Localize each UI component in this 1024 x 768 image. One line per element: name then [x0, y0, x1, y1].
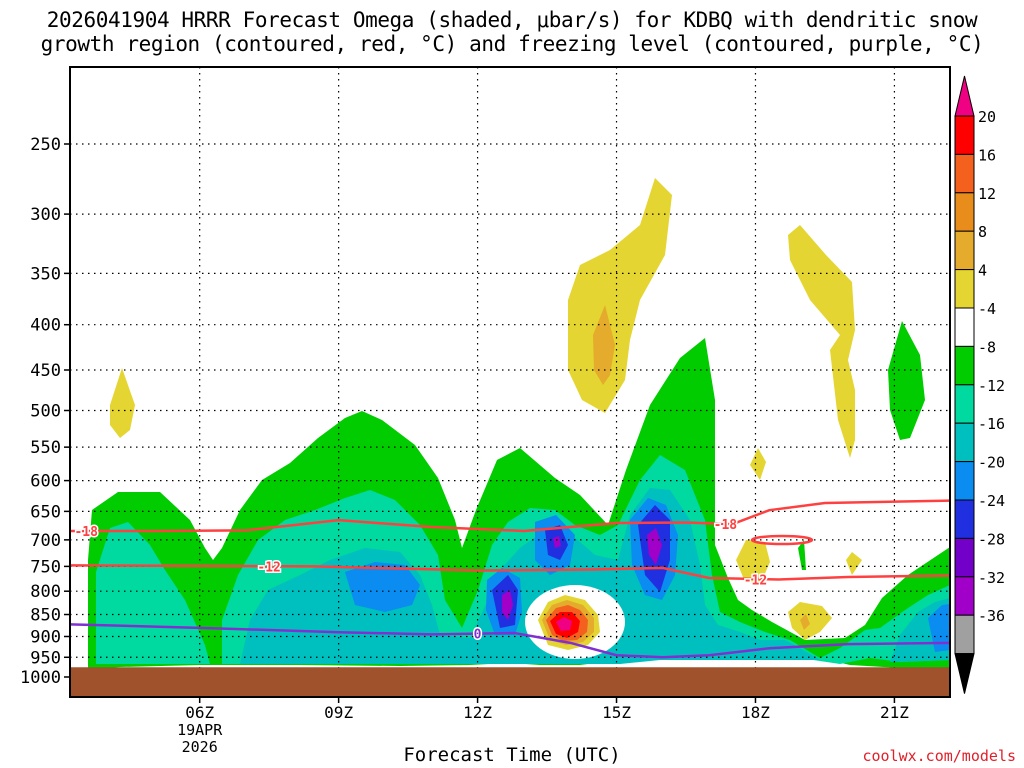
plot-frame	[69, 66, 951, 698]
x-tick-label-18Z: 18Z	[741, 703, 770, 722]
omega-field-blue-e	[928, 604, 950, 652]
colorbar-bottom-arrow	[954, 653, 975, 694]
y-tick-label-400: 400	[30, 316, 61, 336]
colorbar-swatch-6	[954, 345, 975, 386]
omega-field-purple-a	[502, 590, 513, 620]
colorbar-swatch-8	[954, 422, 975, 463]
credit-text: coolwx.com/models	[862, 747, 1016, 765]
temperature-contour--12	[69, 564, 951, 581]
omega-field-blue-a	[345, 562, 420, 612]
y-tick-label-500: 500	[30, 402, 61, 422]
colorbar-label--28: -28	[978, 530, 1005, 548]
colorbar: 20 16 12 8 4 -4 -8 -12 -16 -20 -24 -28 -32 -36	[954, 75, 1005, 694]
colorbar-top-arrow	[954, 75, 975, 117]
colorbar-swatch-11	[954, 537, 975, 578]
colorbar-label--8: -8	[978, 338, 996, 356]
omega-field-purple-b	[647, 528, 662, 565]
omega-field-green-east	[888, 321, 925, 440]
omega-field-yellow-small-c	[788, 602, 832, 640]
x-tick-label-21Z: 21Z	[880, 703, 909, 722]
colorbar-label-20: 20	[978, 108, 996, 126]
colorbar-swatch-5	[954, 307, 975, 347]
colorbar-swatch-7	[954, 384, 975, 424]
y-tick-label-800: 800	[30, 582, 61, 602]
colorbar-swatch-2	[954, 192, 975, 232]
omega-field-gold-small-c	[800, 614, 810, 630]
y-tick-label-550: 550	[30, 438, 61, 458]
x-tick-date: 19APR	[177, 721, 223, 739]
colorbar-swatch-10	[954, 499, 975, 539]
colorbar-label-16: 16	[978, 146, 996, 164]
contours: -18 -18 -12 -12 0	[69, 499, 951, 659]
temperature-contour-label--18: -18	[74, 525, 98, 540]
colorbar-swatch-12	[954, 576, 975, 616]
colorbar-label--12: -12	[978, 377, 1005, 395]
temperature-contour--18	[70, 499, 951, 533]
omega-field-yellow-small-d	[846, 552, 862, 575]
gridlines	[70, 67, 950, 697]
y-tick-label-450: 450	[30, 361, 61, 381]
y-tick-label-250: 250	[30, 135, 61, 155]
colorbar-swatch-3	[954, 230, 975, 271]
colorbar-label--4: -4	[978, 300, 996, 318]
colorbar-label-12: 12	[978, 185, 996, 203]
omega-field-yellow-east	[788, 225, 855, 458]
y-tick-label-600: 600	[30, 472, 61, 492]
y-tick-label-950: 950	[30, 648, 61, 668]
temperature-contour-label--12: -12	[257, 560, 280, 575]
x-tick-label-09Z: 09Z	[324, 703, 353, 722]
colorbar-label--24: -24	[978, 492, 1005, 510]
colorbar-label-8: 8	[978, 223, 987, 241]
temperature-contour-label--12: -12	[744, 573, 767, 588]
y-tick-label-1000: 1000	[20, 668, 61, 688]
y-tick-label-850: 850	[30, 606, 61, 626]
ground-surface	[70, 667, 950, 697]
omega-field-yellow-small-a	[750, 448, 766, 480]
freezing-level-label: 0	[474, 627, 482, 642]
y-tick-label-350: 350	[30, 264, 61, 284]
colorbar-label-4: 4	[978, 262, 987, 280]
y-axis: 2503003504004505005506006507007508008509…	[20, 135, 70, 688]
chart-title-line-2: growth region (contoured, red, °C) and f…	[40, 32, 984, 56]
chart-title-line-1: 2026041904 HRRR Forecast Omega (shaded, …	[46, 8, 978, 32]
y-tick-label-900: 900	[30, 627, 61, 647]
x-tick-label-06Z: 06Z	[185, 703, 214, 722]
temperature-contour-label--18: -18	[714, 518, 738, 533]
x-tick-label-15Z: 15Z	[602, 703, 631, 722]
omega-field-purple-c	[553, 536, 561, 548]
x-tick-label-12Z: 12Z	[463, 703, 492, 722]
y-tick-label-700: 700	[30, 531, 61, 551]
colorbar-swatch-13	[954, 614, 975, 655]
omega-field-yellow-west	[110, 368, 135, 438]
x-axis-title: Forecast Time (UTC)	[403, 744, 621, 766]
colorbar-swatch-9	[954, 461, 975, 501]
colorbar-label--32: -32	[978, 569, 1005, 587]
colorbar-label--16: -16	[978, 415, 1005, 433]
y-tick-label-650: 650	[30, 502, 61, 522]
colorbar-swatch-4	[954, 269, 975, 309]
temperature-contour-closed-loop	[750, 534, 814, 546]
omega-field-green-small	[798, 540, 806, 570]
omega-field-yellow-small-b	[736, 540, 770, 585]
omega-field-positive-magenta	[556, 617, 572, 631]
freezing-level-contour	[69, 623, 951, 659]
colorbar-label--20: -20	[978, 454, 1005, 472]
y-tick-label-750: 750	[30, 557, 61, 577]
colorbar-label--36: -36	[978, 607, 1005, 625]
x-tick-year: 2026	[182, 738, 218, 756]
colorbar-swatch-1	[954, 153, 975, 194]
colorbar-swatch-0	[954, 115, 975, 155]
y-tick-label-300: 300	[30, 205, 61, 225]
